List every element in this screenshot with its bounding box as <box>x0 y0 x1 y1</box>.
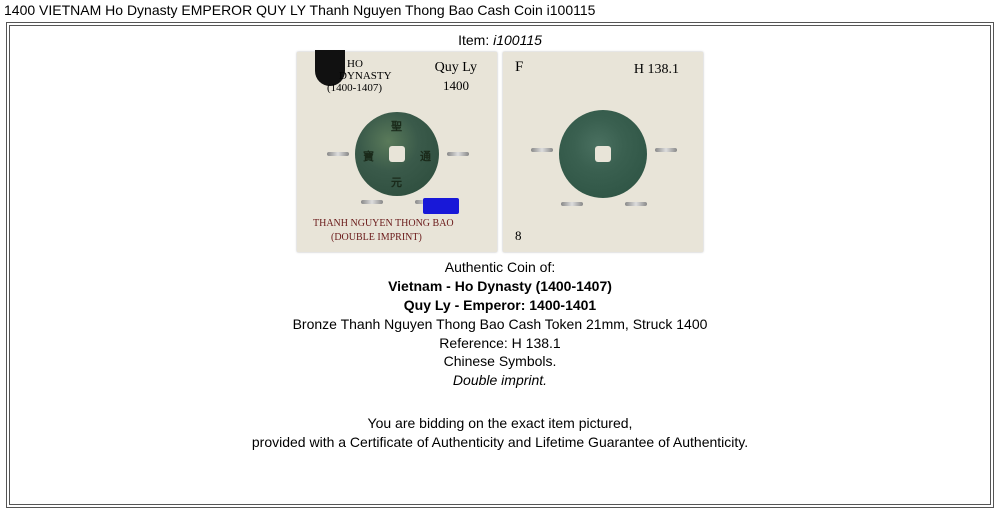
coin-glyph-top: 聖 <box>391 118 402 134</box>
coin-glyph-right: 通 <box>420 148 431 164</box>
holder-note-reference: H 138.1 <box>634 62 679 79</box>
staple-icon <box>561 202 583 206</box>
info-block: Authentic Coin of: Vietnam - Ho Dynasty … <box>293 258 708 390</box>
info-dynasty: Vietnam - Ho Dynasty (1400-1407) <box>293 277 708 296</box>
staple-icon <box>361 200 383 204</box>
coin-holder-obverse: HO DYNASTY (1400-1407) Quy Ly 1400 聖 元 寶… <box>297 52 497 252</box>
item-label: Item: <box>458 32 489 48</box>
holder-note-number: 8 <box>515 228 522 244</box>
holder-note-year: 1400 <box>443 78 469 94</box>
staple-icon <box>531 148 553 152</box>
info-reference: Reference: H 138.1 <box>293 334 708 353</box>
bidding-line-2: provided with a Certificate of Authentic… <box>252 433 748 452</box>
staple-icon <box>625 202 647 206</box>
holder-note-dynasty-3: (1400-1407) <box>327 82 382 95</box>
info-description: Bronze Thanh Nguyen Thong Bao Cash Token… <box>293 315 708 334</box>
staple-icon <box>447 152 469 156</box>
staple-icon <box>655 148 677 152</box>
blue-sticker-icon <box>423 198 459 214</box>
coin-hole-icon <box>389 146 405 162</box>
page-root: 1400 VIETNAM Ho Dynasty EMPEROR QUY LY T… <box>0 0 1000 516</box>
info-emperor: Quy Ly - Emperor: 1400-1401 <box>293 296 708 315</box>
holder-note-grade: F <box>515 58 523 76</box>
coin-glyph-left: 寶 <box>363 148 374 164</box>
holder-note-type: THANH NGUYEN THONG BAO <box>313 218 454 230</box>
content-frame: Item: i100115 HO DYNASTY (1400-1407) Quy… <box>6 22 994 508</box>
coin-obverse: 聖 元 寶 通 <box>355 112 439 196</box>
coin-glyph-bottom: 元 <box>391 174 402 190</box>
coin-holder-reverse: F H 138.1 8 <box>503 52 703 252</box>
coin-reverse <box>559 110 647 198</box>
item-line: Item: i100115 <box>458 32 542 48</box>
coin-hole-icon <box>595 146 611 162</box>
item-id: i100115 <box>493 32 542 48</box>
holder-note-emperor: Quy Ly <box>435 60 477 77</box>
info-symbols: Chinese Symbols. <box>293 352 708 371</box>
coin-image-row: HO DYNASTY (1400-1407) Quy Ly 1400 聖 元 寶… <box>297 52 703 252</box>
holder-note-imprint: (DOUBLE IMPRINT) <box>331 232 422 244</box>
info-imprint: Double imprint. <box>293 371 708 390</box>
info-authentic: Authentic Coin of: <box>293 258 708 277</box>
bidding-line-1: You are bidding on the exact item pictur… <box>252 414 748 433</box>
bidding-block: You are bidding on the exact item pictur… <box>252 414 748 452</box>
staple-icon <box>327 152 349 156</box>
page-title: 1400 VIETNAM Ho Dynasty EMPEROR QUY LY T… <box>0 0 1000 22</box>
